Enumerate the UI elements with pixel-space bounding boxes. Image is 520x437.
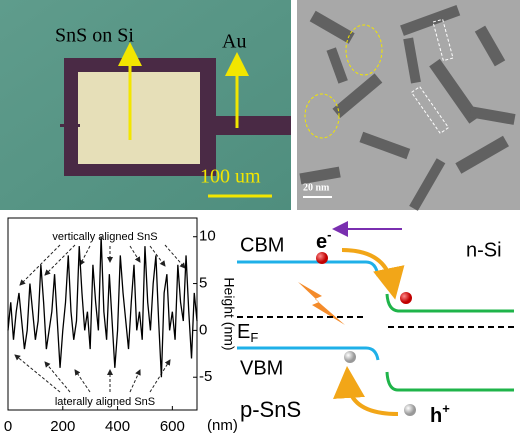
- y-tick-label: -5: [199, 368, 212, 385]
- electron: e: [316, 231, 327, 253]
- height-profile: vertically aligned SnS laterally aligned…: [4, 217, 238, 435]
- x-tick-label: 400: [105, 418, 130, 435]
- ef-sub: F: [250, 330, 258, 345]
- y-tick-label: 10: [199, 228, 216, 245]
- y-label: Height (nm): [221, 277, 237, 350]
- x-unit: (nm): [207, 417, 238, 434]
- electron-label: e-: [316, 227, 331, 253]
- x-tick-label: 0: [4, 418, 12, 435]
- y-tick-label: 5: [199, 275, 207, 292]
- x-tick-label: 600: [160, 418, 185, 435]
- profile-line: [7, 236, 198, 378]
- electron-sign: -: [327, 227, 331, 242]
- annotation: laterally aligned SnS: [55, 396, 155, 408]
- cbm-label: CBM: [240, 234, 284, 256]
- tem-image: 20 nm: [297, 0, 520, 211]
- label: SnS on Si: [55, 25, 134, 47]
- x-tick-label: 200: [50, 418, 75, 435]
- p-side-label: p-SnS: [240, 397, 301, 422]
- scale-bar-label: 100 um: [200, 166, 261, 188]
- hole: h: [430, 405, 442, 427]
- optical-image: SnS on Si Au 100 um: [0, 0, 291, 210]
- n-side-label: n-Si: [466, 239, 502, 261]
- scale-bar-label: 20 nm: [303, 182, 330, 193]
- annotation: vertically aligned SnS: [52, 231, 157, 243]
- label: Au: [222, 31, 246, 53]
- ef: E: [237, 321, 250, 343]
- hole-label: h+: [430, 401, 450, 427]
- vbm-label: VBM: [240, 357, 283, 379]
- ef-label: EF: [237, 321, 258, 345]
- band-diagram: CBM e- n-Si EF VBM h+ p-SnS: [237, 221, 514, 427]
- hole-sign: +: [442, 401, 450, 416]
- y-tick-label: 0: [199, 321, 207, 338]
